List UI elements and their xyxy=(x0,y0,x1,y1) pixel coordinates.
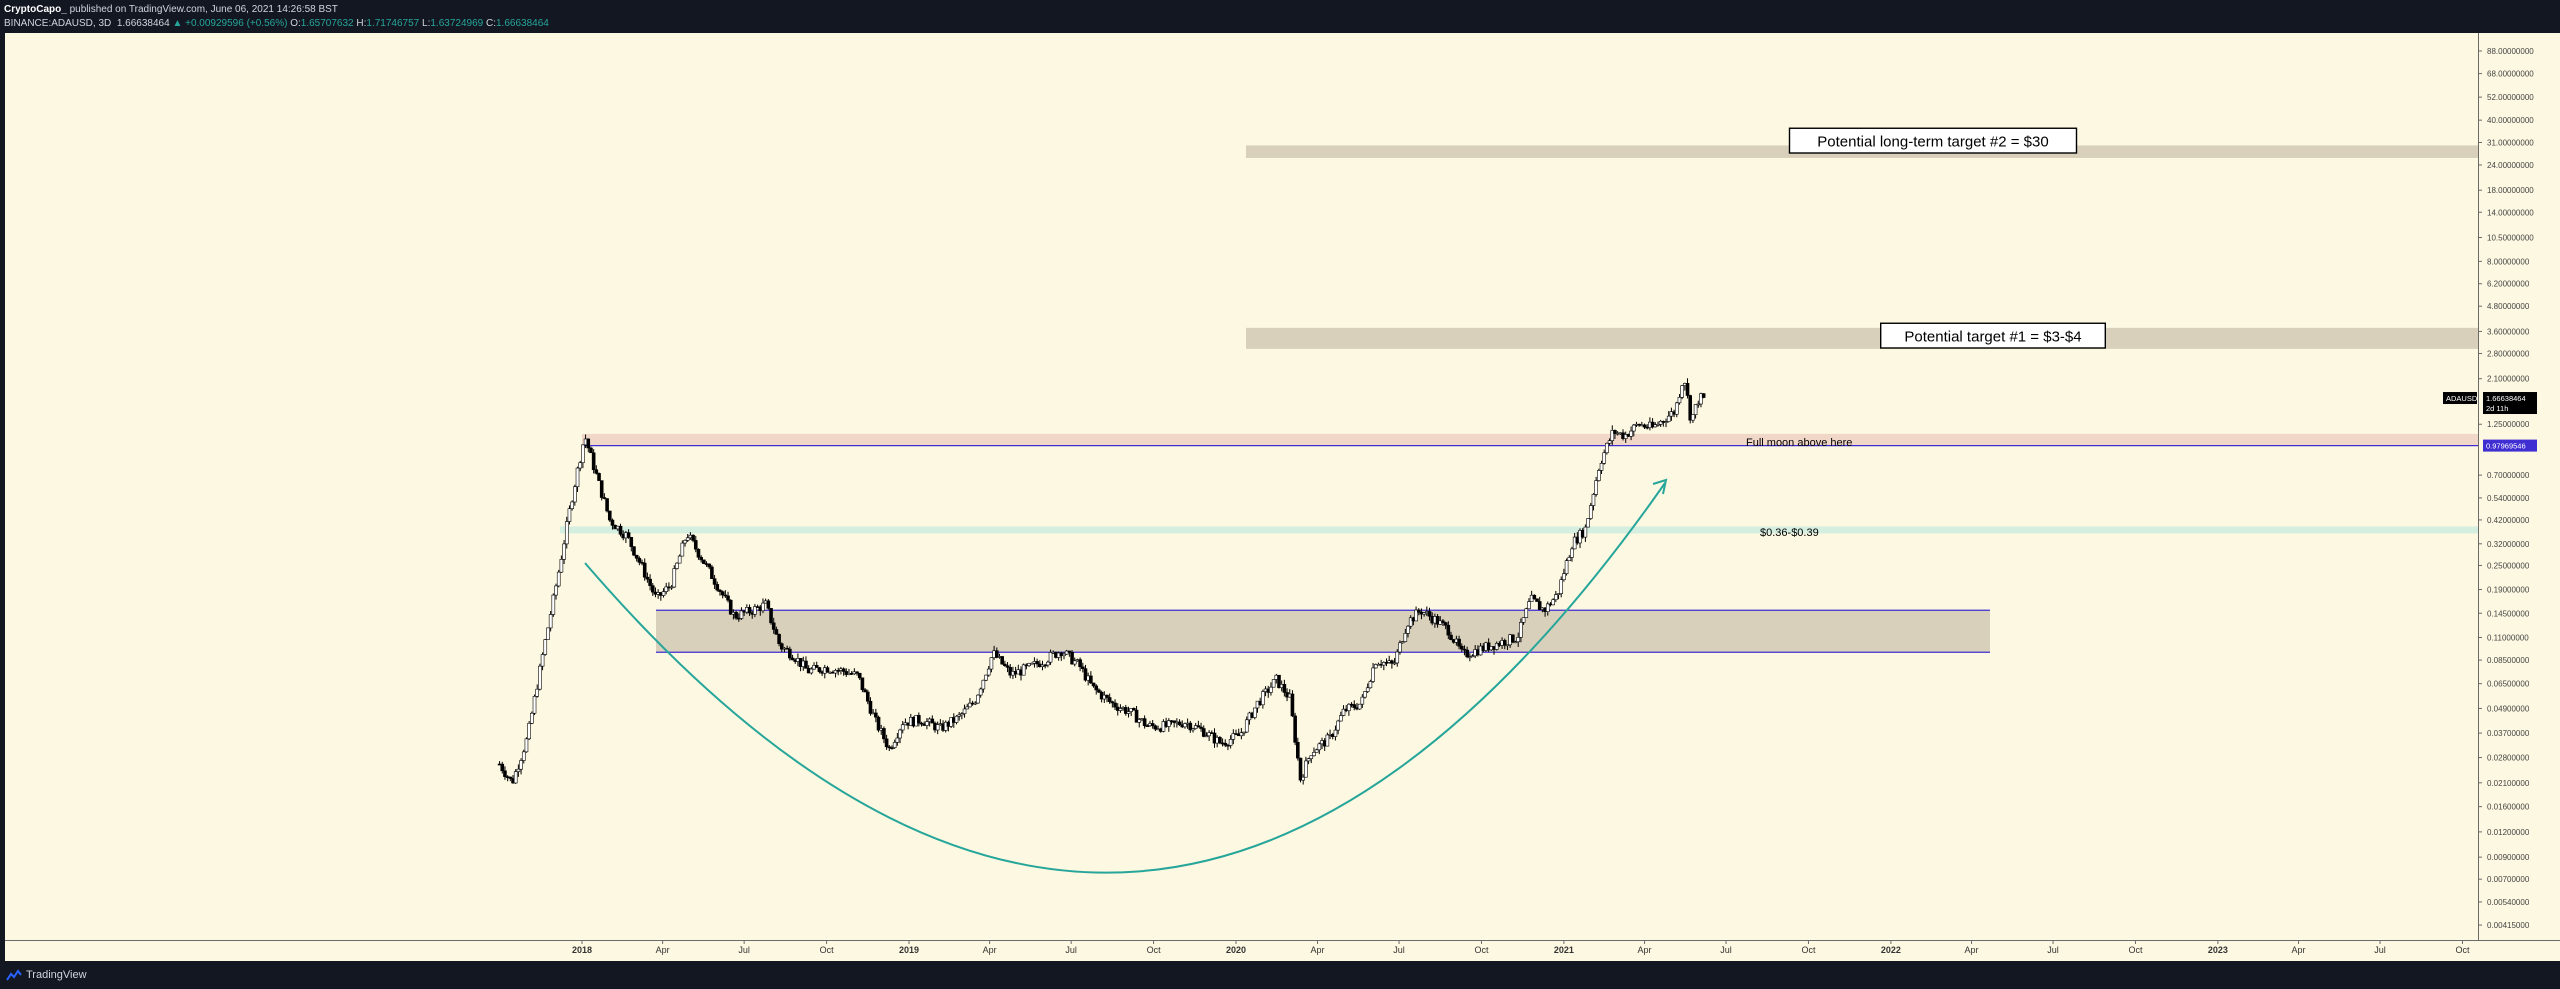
price-axis[interactable] xyxy=(2478,33,2560,940)
high-value: 1.71746757 xyxy=(366,18,420,29)
low-value: 1.63724969 xyxy=(430,18,484,29)
price-change: ▲ +0.00929596 (+0.56%) xyxy=(172,18,288,29)
left-frame-strip xyxy=(0,33,5,961)
last-price: 1.66638464 xyxy=(116,18,170,29)
symbol-line[interactable]: BINANCE:ADAUSD, 3D xyxy=(4,18,112,29)
chart-header: CryptoCapo_ published on TradingView.com… xyxy=(0,0,2560,33)
tradingview-logo-icon[interactable] xyxy=(6,968,22,982)
footer-brand[interactable]: TradingView xyxy=(26,969,87,981)
low-label: L: xyxy=(422,18,431,29)
publish-text: published on TradingView.com, June 06, 2… xyxy=(69,4,338,15)
time-axis[interactable] xyxy=(5,940,2560,962)
close-label: C: xyxy=(485,18,496,29)
open-value: 1.65707632 xyxy=(300,18,354,29)
author-name[interactable]: CryptoCapo_ xyxy=(4,4,67,15)
chart-pane[interactable] xyxy=(5,33,2478,940)
high-label: H: xyxy=(356,18,367,29)
open-label: O: xyxy=(290,18,301,29)
close-value: 1.66638464 xyxy=(495,18,549,29)
footer: TradingView xyxy=(0,961,2560,989)
symbol-info: BINANCE:ADAUSD, 3D 1.66638464 ▲ +0.00929… xyxy=(4,18,549,29)
publish-info: CryptoCapo_ published on TradingView.com… xyxy=(4,4,338,15)
